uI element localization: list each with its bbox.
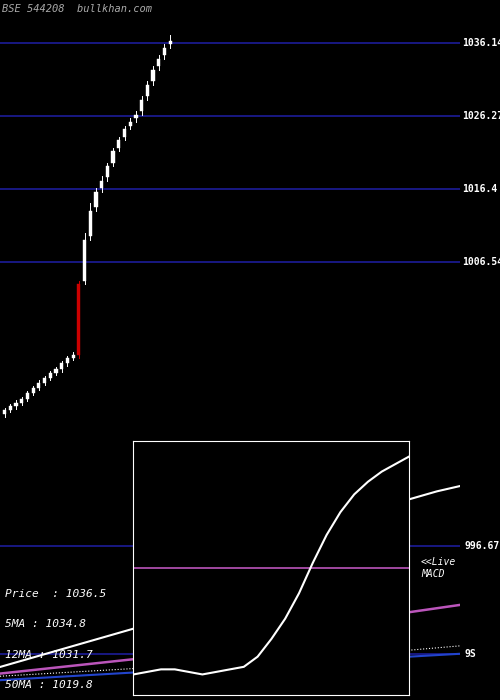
Bar xyxy=(66,358,69,363)
Bar xyxy=(123,130,126,136)
Text: 1016.4: 1016.4 xyxy=(462,184,498,194)
Bar xyxy=(163,48,166,55)
Bar xyxy=(112,151,114,162)
Bar xyxy=(60,363,64,370)
Bar xyxy=(140,99,143,111)
Text: <<Live
MACD: <<Live MACD xyxy=(421,557,456,579)
Text: 996.67: 996.67 xyxy=(464,541,500,551)
Bar xyxy=(3,410,6,414)
Bar xyxy=(83,240,86,281)
Bar xyxy=(20,399,24,402)
Bar xyxy=(32,388,35,393)
Bar xyxy=(168,41,172,44)
Bar xyxy=(77,284,80,355)
Bar xyxy=(88,211,92,237)
Bar xyxy=(94,192,98,206)
Bar xyxy=(152,70,154,81)
Text: 12MA : 1031.7: 12MA : 1031.7 xyxy=(4,650,92,660)
Bar xyxy=(14,402,18,406)
Bar xyxy=(100,181,103,188)
Bar xyxy=(72,355,74,358)
Text: 1026.27: 1026.27 xyxy=(462,111,500,121)
Bar xyxy=(48,373,52,378)
Bar xyxy=(146,85,149,96)
Bar xyxy=(26,393,29,399)
Text: BSE 544208  bullkhan.com: BSE 544208 bullkhan.com xyxy=(2,4,152,14)
Text: 9S: 9S xyxy=(464,649,476,659)
Bar xyxy=(128,122,132,125)
Bar xyxy=(54,370,58,373)
Bar xyxy=(134,115,138,118)
Text: 5MA : 1034.8: 5MA : 1034.8 xyxy=(4,620,86,629)
Bar xyxy=(43,378,46,383)
Bar xyxy=(38,383,40,388)
Text: Price  : 1036.5: Price : 1036.5 xyxy=(4,589,106,599)
Bar xyxy=(117,141,120,148)
Bar xyxy=(8,406,12,410)
Bar xyxy=(106,166,109,177)
Text: 50MA : 1019.8: 50MA : 1019.8 xyxy=(4,680,92,690)
Bar xyxy=(157,59,160,66)
Text: 1036.14: 1036.14 xyxy=(462,38,500,48)
Text: 1006.54: 1006.54 xyxy=(462,257,500,267)
